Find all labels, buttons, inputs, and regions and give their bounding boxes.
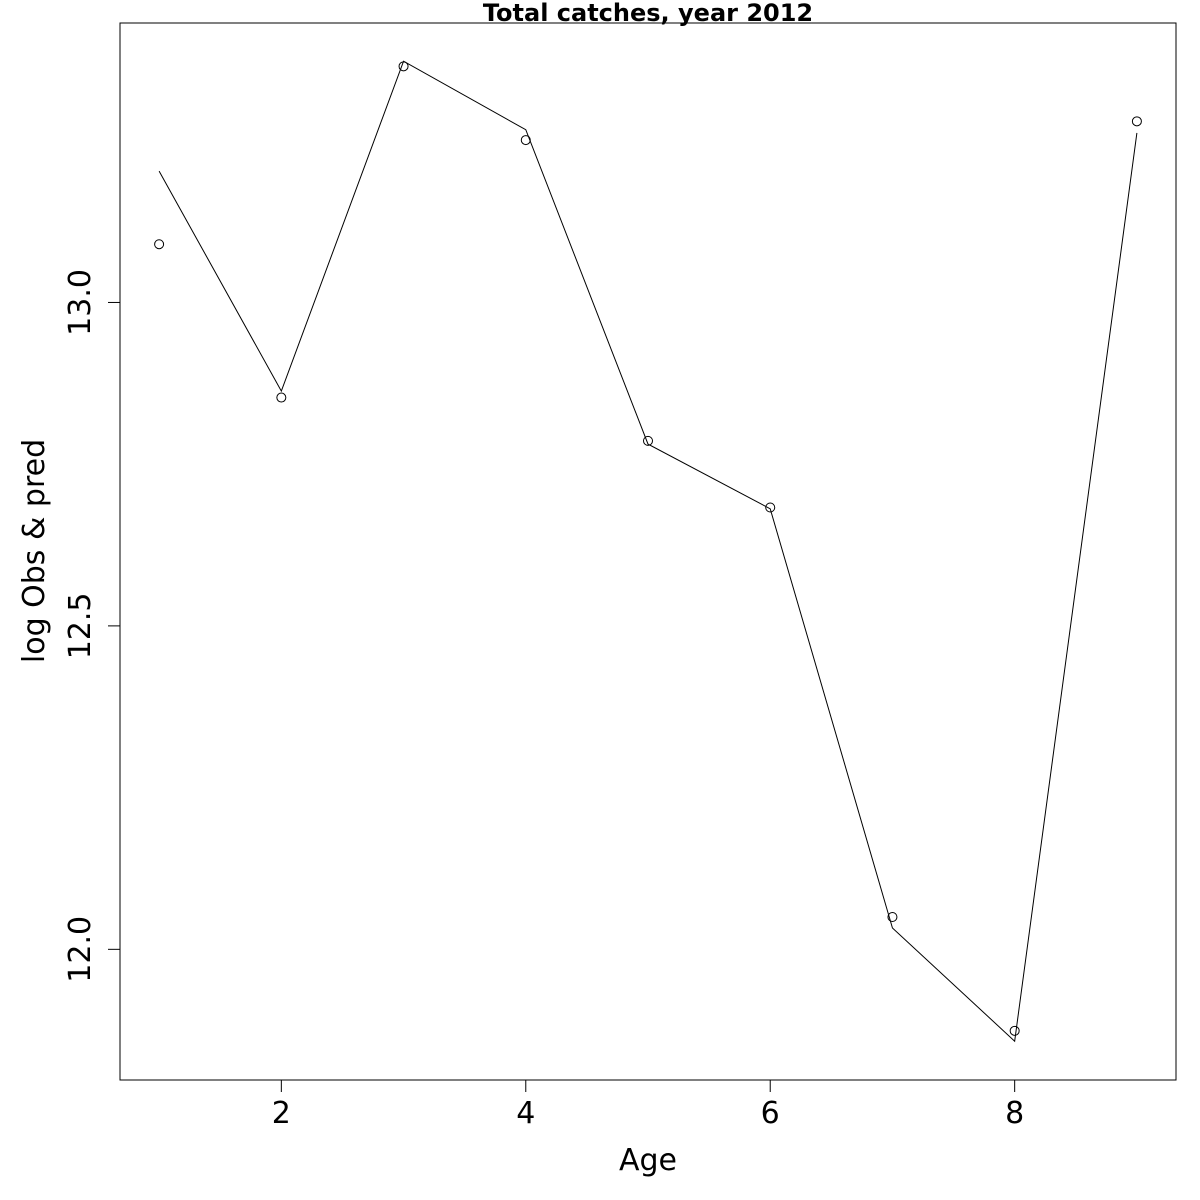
y-tick-label: 12.0 xyxy=(63,916,98,983)
predicted-line xyxy=(158,60,1138,1043)
x-axis-label: Age xyxy=(619,1143,677,1178)
observed-point xyxy=(1009,1025,1020,1036)
series-layer xyxy=(154,60,1142,1043)
observed-point xyxy=(154,239,165,250)
observed-point xyxy=(276,392,287,403)
observed-point xyxy=(887,911,898,922)
x-tick-label: 8 xyxy=(1005,1096,1024,1131)
x-tick-label: 2 xyxy=(272,1096,291,1131)
observed-point xyxy=(1131,116,1142,127)
observed-point xyxy=(765,502,776,513)
y-tick-label: 12.5 xyxy=(63,592,98,659)
plot-frame xyxy=(119,22,1177,1081)
x-tick-label: 6 xyxy=(761,1096,780,1131)
x-axis: 2 4 6 8 xyxy=(272,1079,1024,1131)
y-tick-label: 13.0 xyxy=(63,269,98,336)
y-axis: 12.0 12.5 13.0 xyxy=(63,269,121,983)
observed-point xyxy=(643,435,653,446)
x-tick-label: 4 xyxy=(516,1096,535,1131)
y-axis-label: log Obs & pred xyxy=(17,439,52,663)
